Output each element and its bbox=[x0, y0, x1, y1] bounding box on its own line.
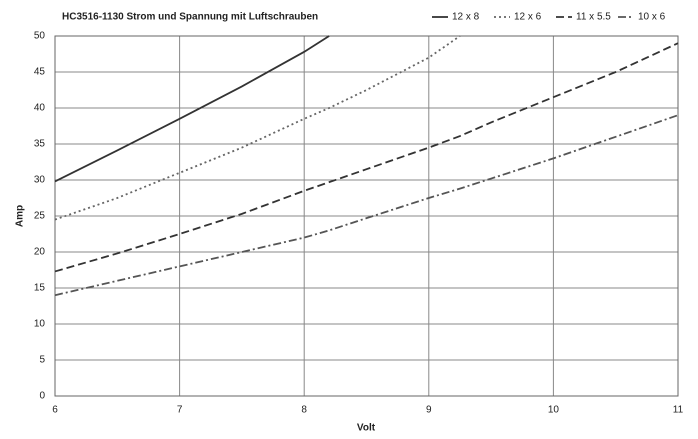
x-tick-label: 8 bbox=[301, 405, 307, 416]
y-tick-label: 45 bbox=[34, 67, 46, 78]
legend-label: 11 x 5.5 bbox=[576, 12, 611, 23]
y-tick-label: 50 bbox=[34, 31, 46, 42]
series-line bbox=[54, 114, 679, 297]
legend-label: 10 x 6 bbox=[638, 12, 666, 23]
x-tick-label: 7 bbox=[177, 405, 183, 416]
y-tick-label: 30 bbox=[34, 175, 46, 186]
x-tick-label: 9 bbox=[426, 405, 432, 416]
y-tick-label: 0 bbox=[39, 391, 45, 402]
series-line bbox=[54, 35, 330, 183]
x-tick-label: 11 bbox=[673, 405, 684, 416]
x-axis-label: Volt bbox=[357, 423, 376, 434]
x-tick-label: 6 bbox=[52, 405, 58, 416]
y-axis-label: Amp bbox=[15, 205, 26, 227]
legend-label: 12 x 8 bbox=[452, 12, 480, 23]
y-tick-label: 10 bbox=[34, 319, 46, 330]
legend-label: 12 x 6 bbox=[514, 12, 542, 23]
plot-frame bbox=[54, 35, 679, 397]
y-tick-label: 25 bbox=[34, 211, 46, 222]
x-tick-label: 10 bbox=[548, 405, 560, 416]
y-tick-label: 15 bbox=[34, 283, 46, 294]
y-tick-label: 5 bbox=[39, 355, 45, 366]
series-line bbox=[54, 42, 679, 273]
y-tick-label: 40 bbox=[34, 103, 46, 114]
chart-title: HC3516-1130 Strom und Spannung mit Lufts… bbox=[62, 12, 318, 23]
y-tick-label: 35 bbox=[34, 139, 46, 150]
y-tick-label: 20 bbox=[34, 247, 46, 258]
